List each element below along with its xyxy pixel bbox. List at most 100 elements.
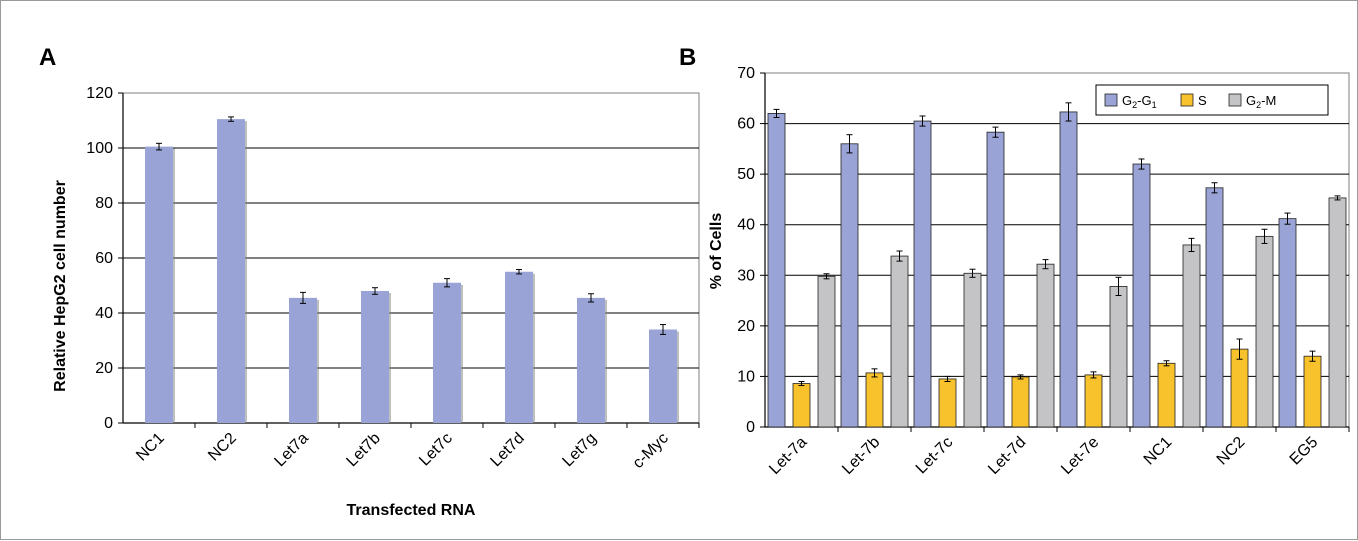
panel-b-error-bar bbox=[1188, 237, 1195, 253]
panel-b-bar-group-let-7c bbox=[913, 115, 982, 428]
panel-b-bar-group-let-7e bbox=[1059, 102, 1128, 428]
panel-b-bar-s-let-7a bbox=[792, 383, 811, 428]
panel-a-bar-let7a bbox=[289, 297, 317, 423]
panel-b-x-tick-label: NC1 bbox=[1141, 434, 1176, 469]
panel-b-x-tick-label: NC2 bbox=[1214, 434, 1249, 469]
panel-b-bar-group-eg5 bbox=[1278, 195, 1347, 428]
panel-a-bar-group-nc1 bbox=[145, 142, 175, 423]
panel-a-label: A bbox=[39, 44, 56, 71]
panel-b-label: B bbox=[679, 44, 696, 71]
panel-b-bar-g2-g1-eg5 bbox=[1278, 218, 1297, 428]
panel-b-y-tick-label: 0 bbox=[746, 419, 755, 436]
panel-a-y-axis-title: Relative HepG2 cell number bbox=[52, 180, 69, 392]
panel-a-y-tick-label: 20 bbox=[95, 360, 113, 377]
panel-b-gridlines bbox=[760, 72, 1349, 428]
panel-b-y-tick-label: 20 bbox=[737, 318, 755, 335]
panel-a-error-bar bbox=[372, 287, 378, 295]
panel-b-error-bar bbox=[1163, 360, 1170, 367]
panel-b-y-tick-label: 70 bbox=[737, 65, 755, 82]
panel-b-bar-g2-m-eg5 bbox=[1328, 197, 1347, 428]
panel-a-bar-let7b bbox=[361, 291, 389, 423]
panel-a-x-axis-title: Transfected RNA bbox=[347, 502, 476, 519]
panel-b-error-bar bbox=[944, 375, 951, 382]
panel-b-bar-g2-m-let-7a bbox=[817, 275, 836, 428]
panel-b-error-bar bbox=[773, 108, 780, 119]
panel-b-error-bar bbox=[1017, 374, 1024, 380]
panel-b-bar-g2-g1-let-7d bbox=[986, 131, 1005, 428]
panel-a-bar-nc1 bbox=[145, 146, 173, 423]
panel-a-error-bar bbox=[444, 278, 450, 288]
panel-b-error-bar bbox=[1211, 182, 1218, 194]
legend-swatch-s bbox=[1180, 93, 1194, 107]
panel-b-error-bar bbox=[1138, 158, 1145, 170]
panel-b-bar-s-let-7e bbox=[1084, 374, 1103, 428]
panel-b-x-tick-label: Let-7e bbox=[1058, 434, 1102, 478]
panel-a-y-tick-label: 80 bbox=[95, 195, 113, 212]
panel-a: A Relative HepG2 cell number Transfected… bbox=[39, 44, 700, 519]
panel-a-x-tick-label: Let7b bbox=[343, 430, 383, 470]
panel-b-bar-g2-g1-let-7c bbox=[913, 120, 932, 428]
panel-a-y-tick-label: 40 bbox=[95, 305, 113, 322]
panel-b-bar-g2-g1-let-7b bbox=[840, 143, 859, 428]
panel-b-bar-g2-m-nc2 bbox=[1255, 235, 1274, 428]
panel-b-bar-g2-m-let-7d bbox=[1036, 263, 1055, 428]
panel-a-y-tick-label: 60 bbox=[95, 250, 113, 267]
panel-b-bar-g2-g1-nc2 bbox=[1205, 187, 1224, 428]
legend-swatch-g2-g1 bbox=[1104, 93, 1118, 107]
panel-a-bar-group-let7c bbox=[433, 278, 463, 423]
panel-b-bar-s-let-7d bbox=[1011, 376, 1030, 428]
panel-b-error-bar bbox=[1309, 350, 1316, 362]
panel-a-x-tick-label: Let7d bbox=[487, 430, 527, 470]
panel-b-bar-g2-g1-let-7e bbox=[1059, 111, 1078, 428]
panel-b-bar-g2-m-let-7c bbox=[963, 272, 982, 428]
panel-a-x-tick-label: Let7g bbox=[559, 430, 599, 470]
panel-a-bar-group-let7d bbox=[505, 269, 535, 423]
panel-b-bar-group-let-7d bbox=[986, 126, 1055, 428]
panel-b-y-tick-label: 10 bbox=[737, 368, 755, 385]
panel-b-bar-group-let-7b bbox=[840, 134, 909, 428]
legend-label-g2-g1: G2-G1 bbox=[1122, 93, 1157, 110]
panel-b-error-bar bbox=[1334, 195, 1341, 201]
panel-a-bar-group-let7g bbox=[577, 293, 607, 423]
panel-b-error-bar bbox=[798, 380, 805, 387]
panel-a-x-tick-label: Let7c bbox=[416, 430, 456, 470]
panel-a-bar-let7d bbox=[505, 271, 533, 423]
panel-b-bar-g2-g1-nc1 bbox=[1132, 163, 1151, 428]
panel-a-bar-nc2 bbox=[217, 119, 245, 423]
panel-a-bar-group-nc2 bbox=[217, 116, 247, 423]
legend-label-g2-m: G2-M bbox=[1246, 93, 1276, 110]
panel-b-error-bar bbox=[969, 268, 976, 278]
panel-b-bar-s-let-7b bbox=[865, 372, 884, 428]
panel-a-error-bar bbox=[156, 142, 162, 151]
legend-swatch-g2-m bbox=[1228, 93, 1242, 107]
panel-b-x-tick-label: Let-7c bbox=[913, 434, 956, 477]
legend-box bbox=[1095, 84, 1329, 116]
panel-a-x-tick-label: Let7a bbox=[271, 430, 311, 470]
panel-b-bar-s-nc1 bbox=[1157, 362, 1176, 428]
panel-a-y-tick-label: 0 bbox=[104, 415, 113, 432]
panel-b-y-tick-label: 50 bbox=[737, 166, 755, 183]
panel-b-bar-group-let-7a bbox=[767, 108, 836, 428]
panel-a-gridlines bbox=[118, 92, 699, 424]
panel-a-bars bbox=[145, 116, 679, 423]
panel-b-bar-g2-m-let-7b bbox=[890, 255, 909, 428]
panel-a-error-bar bbox=[228, 116, 234, 122]
panel-a-bar-let7g bbox=[577, 297, 605, 423]
panel-a-error-bar bbox=[300, 291, 306, 304]
panel-a-y-tick-label: 100 bbox=[86, 140, 113, 157]
panel-a-bar-group-let7b bbox=[361, 287, 391, 423]
panel-b-error-bar bbox=[871, 368, 878, 378]
panel-b-bar-s-eg5 bbox=[1303, 355, 1322, 428]
panel-b-y-axis-title: % of Cells bbox=[708, 213, 725, 290]
panel-a-x-tick-label: c-Myc bbox=[630, 430, 672, 472]
panel-a-y-tick-labels: 0 20 40 60 80 100 120 bbox=[86, 85, 113, 432]
panel-a-x-tick-labels: NC1 NC2 Let7a Let7b Let7c Let7d Let7g c-Myc bbox=[133, 423, 700, 472]
panel-b-bar-s-let-7c bbox=[938, 378, 957, 428]
panel-a-x-tick-label: NC1 bbox=[133, 430, 168, 465]
panel-b-y-tick-label: 60 bbox=[737, 116, 755, 133]
panel-b-bar-g2-m-let-7e bbox=[1109, 286, 1128, 428]
panel-b-y-tick-labels: 0 10 20 30 40 50 60 70 bbox=[737, 65, 755, 436]
panel-b-bar-group-nc2 bbox=[1205, 182, 1274, 428]
